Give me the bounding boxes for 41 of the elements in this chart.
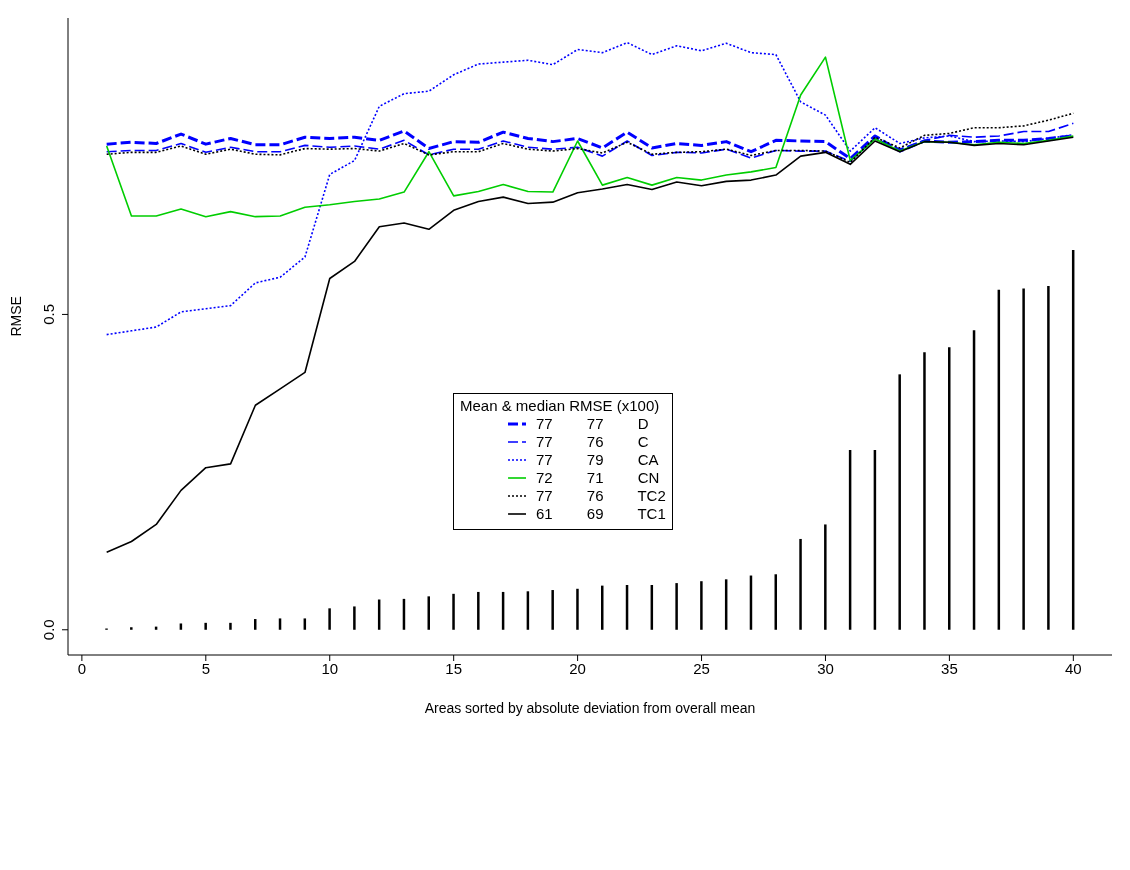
bar bbox=[130, 627, 133, 630]
y-tick-label: 0.5 bbox=[40, 304, 57, 325]
legend-label: 77 76 C bbox=[535, 433, 649, 451]
legend-title: Mean & median RMSE (x100) bbox=[460, 397, 661, 415]
x-tick-label: 25 bbox=[693, 659, 710, 677]
bar bbox=[353, 606, 356, 630]
bar bbox=[204, 622, 207, 630]
bar bbox=[824, 524, 827, 630]
bar bbox=[1047, 286, 1050, 630]
bar bbox=[700, 581, 703, 630]
line-series bbox=[105, 56, 1075, 218]
bar bbox=[229, 622, 232, 630]
bar bbox=[898, 374, 901, 630]
y-tick-label: 0.0 bbox=[40, 619, 57, 641]
bar bbox=[551, 590, 554, 630]
bar bbox=[1022, 288, 1025, 630]
x-tick-label: 15 bbox=[445, 659, 463, 677]
x-tick-label: 0 bbox=[77, 659, 87, 677]
x-tick-label: 30 bbox=[817, 659, 834, 677]
x-tick-label: 20 bbox=[569, 659, 586, 677]
x-tick-label: 35 bbox=[941, 659, 958, 677]
legend-label: 72 71 CN bbox=[535, 469, 660, 487]
x-tick-label: 5 bbox=[201, 659, 210, 677]
x-tick-label: 40 bbox=[1064, 659, 1082, 677]
bar bbox=[601, 585, 604, 630]
legend-label: 77 77 D bbox=[535, 415, 649, 433]
legend-label: 77 79 CA bbox=[535, 451, 659, 469]
x-tick-label: 10 bbox=[321, 659, 339, 677]
bar bbox=[452, 593, 455, 630]
y-axis-title: RMSE bbox=[7, 296, 24, 337]
x-axis-title: Areas sorted by absolute deviation from overall mean bbox=[424, 700, 756, 716]
legend-label: 61 69 TC1 bbox=[535, 505, 666, 523]
bar bbox=[576, 588, 579, 630]
bar bbox=[328, 608, 331, 630]
bar bbox=[799, 538, 802, 630]
bar bbox=[427, 596, 430, 630]
bar bbox=[923, 352, 926, 630]
bar bbox=[675, 583, 678, 630]
legend-label: 77 76 TC2 bbox=[535, 487, 666, 505]
bar bbox=[477, 591, 480, 630]
bar bbox=[948, 347, 951, 630]
